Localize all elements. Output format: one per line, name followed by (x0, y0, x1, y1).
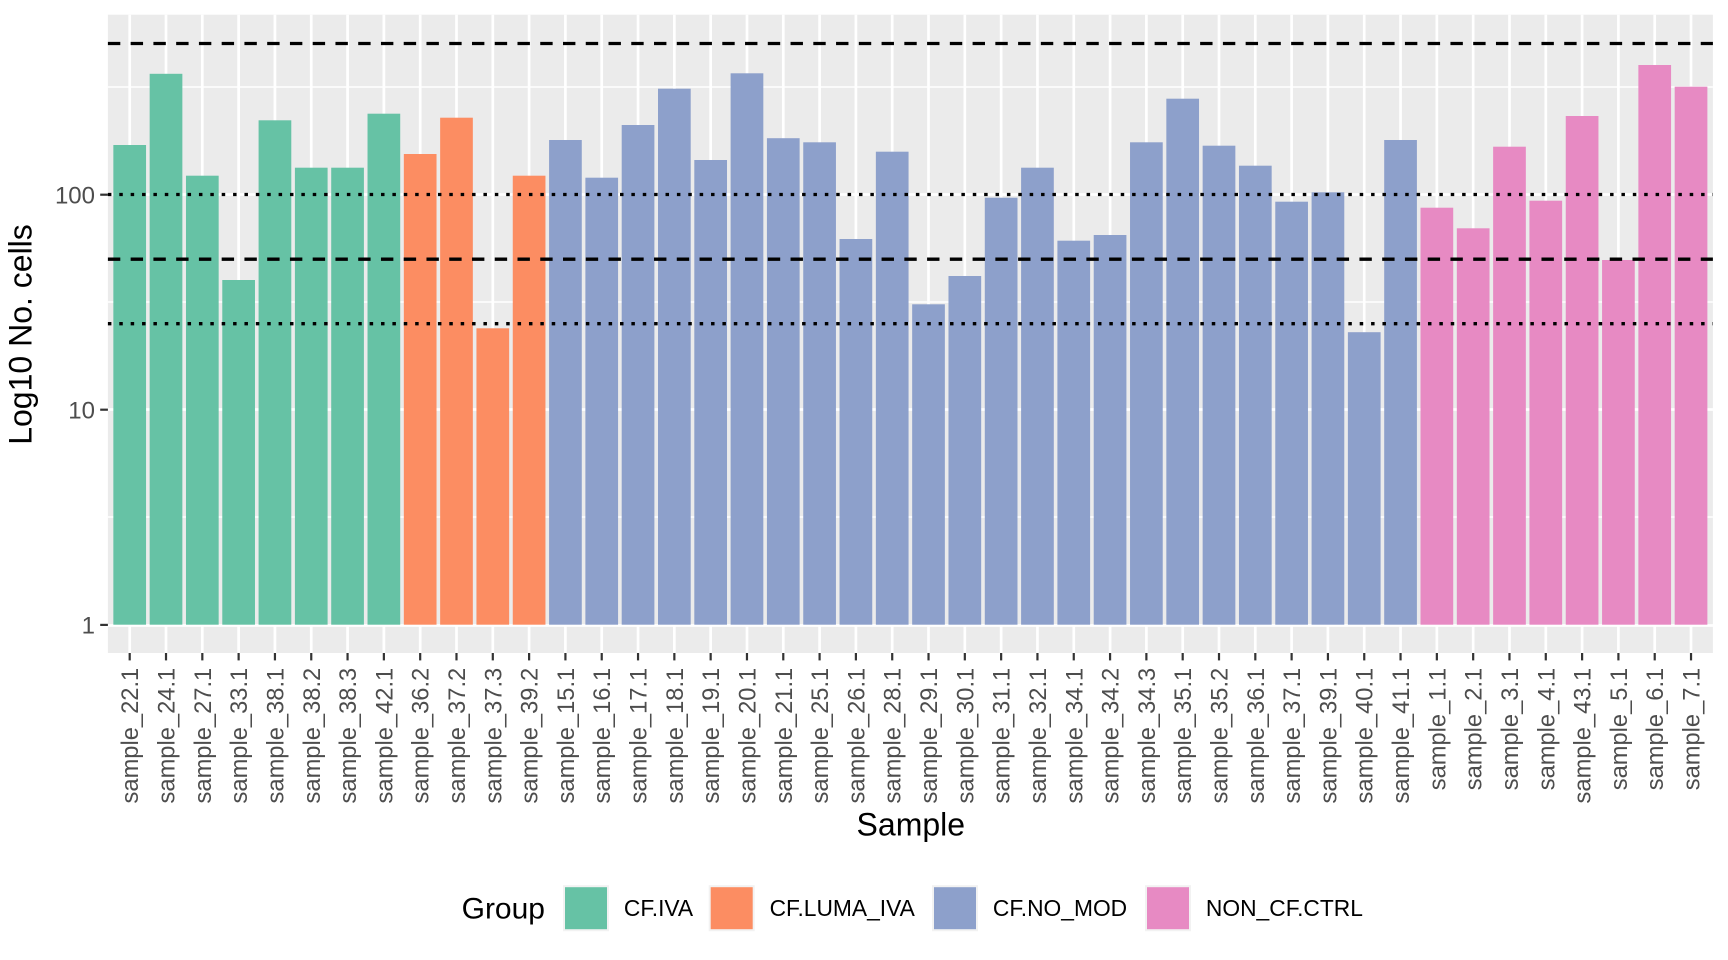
svg-text:sample_33.1: sample_33.1 (227, 668, 253, 804)
svg-text:sample_39.2: sample_39.2 (518, 668, 544, 804)
svg-text:sample_35.1: sample_35.1 (1171, 668, 1197, 804)
svg-text:Group: Group (462, 893, 545, 926)
svg-text:sample_43.1: sample_43.1 (1571, 668, 1597, 804)
svg-text:sample_35.2: sample_35.2 (1208, 668, 1234, 804)
svg-text:sample_16.1: sample_16.1 (590, 668, 616, 804)
svg-text:sample_20.1: sample_20.1 (735, 668, 761, 804)
svg-text:sample_40.1: sample_40.1 (1353, 668, 1379, 804)
svg-text:sample_22.1: sample_22.1 (118, 668, 144, 804)
svg-text:sample_37.1: sample_37.1 (1280, 668, 1306, 804)
svg-text:sample_19.1: sample_19.1 (699, 668, 725, 804)
svg-text:sample_17.1: sample_17.1 (627, 668, 653, 804)
svg-text:sample_34.2: sample_34.2 (1099, 668, 1125, 804)
svg-text:sample_37.3: sample_37.3 (481, 668, 507, 804)
svg-text:sample_18.1: sample_18.1 (663, 668, 689, 804)
svg-text:NON_CF.CTRL: NON_CF.CTRL (1206, 895, 1363, 921)
svg-text:CF.IVA: CF.IVA (624, 895, 694, 921)
svg-text:sample_31.1: sample_31.1 (990, 668, 1016, 804)
svg-text:sample_38.2: sample_38.2 (300, 668, 326, 804)
svg-text:sample_3.1: sample_3.1 (1498, 668, 1524, 790)
svg-text:CF.NO_MOD: CF.NO_MOD (993, 895, 1127, 921)
svg-text:10: 10 (68, 397, 95, 424)
svg-text:sample_34.3: sample_34.3 (1135, 668, 1161, 804)
svg-text:sample_4.1: sample_4.1 (1534, 668, 1560, 790)
svg-text:sample_38.3: sample_38.3 (336, 668, 362, 804)
svg-text:sample_34.1: sample_34.1 (1062, 668, 1088, 804)
svg-text:sample_6.1: sample_6.1 (1643, 668, 1669, 790)
svg-text:100: 100 (55, 182, 95, 209)
svg-text:sample_38.1: sample_38.1 (263, 668, 289, 804)
svg-text:sample_42.1: sample_42.1 (372, 668, 398, 804)
svg-text:sample_21.1: sample_21.1 (772, 668, 798, 804)
svg-text:sample_1.1: sample_1.1 (1425, 668, 1451, 790)
svg-text:sample_30.1: sample_30.1 (953, 668, 979, 804)
svg-text:sample_5.1: sample_5.1 (1607, 668, 1633, 790)
svg-text:sample_7.1: sample_7.1 (1680, 668, 1706, 790)
svg-text:sample_15.1: sample_15.1 (554, 668, 580, 804)
svg-text:sample_25.1: sample_25.1 (808, 668, 834, 804)
svg-text:Sample: Sample (857, 806, 966, 842)
svg-text:CF.LUMA_IVA: CF.LUMA_IVA (770, 895, 916, 921)
svg-text:sample_26.1: sample_26.1 (844, 668, 870, 804)
svg-text:sample_41.1: sample_41.1 (1389, 668, 1415, 804)
svg-text:sample_36.2: sample_36.2 (409, 668, 435, 804)
svg-text:Log10 No. cells: Log10 No. cells (3, 224, 39, 445)
svg-text:sample_32.1: sample_32.1 (1026, 668, 1052, 804)
svg-text:1: 1 (82, 613, 95, 640)
svg-text:sample_36.1: sample_36.1 (1244, 668, 1270, 804)
svg-text:sample_29.1: sample_29.1 (917, 668, 943, 804)
svg-text:sample_27.1: sample_27.1 (191, 668, 217, 804)
svg-text:sample_2.1: sample_2.1 (1462, 668, 1488, 790)
svg-text:sample_37.2: sample_37.2 (445, 668, 471, 804)
svg-text:sample_24.1: sample_24.1 (155, 668, 181, 804)
svg-text:sample_28.1: sample_28.1 (881, 668, 907, 804)
svg-text:sample_39.1: sample_39.1 (1316, 668, 1342, 804)
